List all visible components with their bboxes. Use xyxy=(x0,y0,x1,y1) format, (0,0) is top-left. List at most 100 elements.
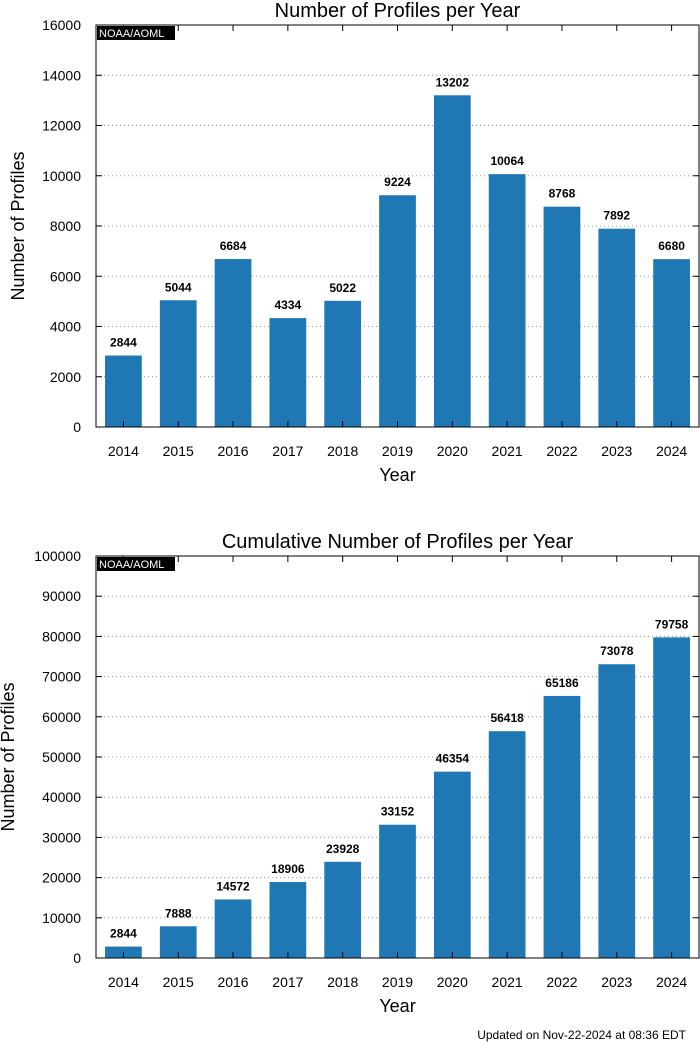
data-label-2021: 10064 xyxy=(490,154,524,168)
plot-frame xyxy=(95,555,700,959)
x-tick-label: 2023 xyxy=(601,443,632,459)
y-tick-label: 12000 xyxy=(42,118,81,134)
bar-2024 xyxy=(653,259,690,427)
data-label-2018: 23928 xyxy=(326,842,360,856)
x-axis-label: Year xyxy=(379,465,415,485)
x-tick-label: 2017 xyxy=(272,443,303,459)
chart-title: Number of Profiles per Year xyxy=(275,0,521,22)
bar-2017 xyxy=(269,318,307,427)
watermark-badge xyxy=(97,26,175,40)
data-label-2019: 9224 xyxy=(384,175,411,189)
data-label-2019: 33152 xyxy=(381,805,415,819)
bar-2019 xyxy=(379,824,416,958)
data-label-2015: 5044 xyxy=(165,280,192,294)
x-tick-label: 2022 xyxy=(546,974,577,990)
x-tick-label: 2019 xyxy=(382,974,413,990)
x-tick-label: 2015 xyxy=(163,443,194,459)
y-tick-label: 16000 xyxy=(42,17,81,33)
y-axis-label: Number of Profiles xyxy=(8,151,28,300)
data-label-2021: 56418 xyxy=(490,711,524,725)
x-tick-label: 2017 xyxy=(272,974,303,990)
data-label-2023: 7892 xyxy=(603,209,630,223)
x-axis-label: Year xyxy=(379,996,415,1016)
bar-2023 xyxy=(598,228,636,427)
x-tick-label: 2014 xyxy=(108,974,139,990)
updated-timestamp: Updated on Nov-22-2024 at 08:36 EDT xyxy=(477,1028,686,1042)
x-tick-label: 2016 xyxy=(217,443,248,459)
chart-title: Cumulative Number of Profiles per Year xyxy=(222,531,574,553)
data-label-2014: 2844 xyxy=(110,927,137,941)
profiles-per-year-chart: 0 2000 4000 6000 8000 10000 12000 14000 16000 284… xyxy=(8,0,700,485)
y-tick-label: 90000 xyxy=(42,588,81,604)
y-tick-label: 40000 xyxy=(42,789,81,805)
bar-2020 xyxy=(433,771,471,958)
data-label-2016: 6684 xyxy=(220,239,247,253)
x-tick-label: 2024 xyxy=(656,443,687,459)
x-tick-label: 2016 xyxy=(217,974,248,990)
y-tick-label: 10000 xyxy=(42,168,81,184)
y-tick-label: 60000 xyxy=(42,709,81,725)
x-tick-label: 2024 xyxy=(656,974,687,990)
x-tick-label: 2020 xyxy=(437,974,468,990)
x-tick-label: 2020 xyxy=(437,443,468,459)
plot-frame xyxy=(95,24,700,428)
bar-2016 xyxy=(214,899,252,958)
bar-2015 xyxy=(159,300,197,427)
x-tick-label: 2021 xyxy=(492,974,523,990)
watermark-label: NOAA/AOML xyxy=(99,559,164,571)
bar-2022 xyxy=(543,695,581,958)
bar-2018 xyxy=(324,861,362,958)
x-tick-label: 2018 xyxy=(327,974,358,990)
x-tick-label: 2014 xyxy=(108,443,139,459)
y-tick-label: 50000 xyxy=(42,749,81,765)
data-label-2016: 14572 xyxy=(216,879,250,893)
y-tick-label: 0 xyxy=(73,950,81,966)
y-tick-label: 100000 xyxy=(34,548,81,564)
x-tick-label: 2021 xyxy=(492,443,523,459)
y-tick-label: 6000 xyxy=(50,268,81,284)
watermark-label: NOAA/AOML xyxy=(99,28,164,40)
data-label-2024: 6680 xyxy=(658,239,685,253)
x-tick-label: 2022 xyxy=(546,443,577,459)
y-tick-label: 0 xyxy=(73,419,81,435)
bar-2018 xyxy=(324,300,362,427)
y-tick-label: 2000 xyxy=(50,369,81,385)
bar-2016 xyxy=(214,259,252,427)
y-tick-label: 10000 xyxy=(42,910,81,926)
y-tick-label: 4000 xyxy=(50,319,81,335)
data-label-2014: 2844 xyxy=(110,336,137,350)
data-label-2017: 18906 xyxy=(271,862,305,876)
bar-2017 xyxy=(269,881,307,958)
cumulative-profiles-chart: 0 10000 20000 30000 40000 50000 60000 70000 8000… xyxy=(0,531,700,1016)
data-label-2023: 73078 xyxy=(600,644,634,658)
data-label-2017: 4334 xyxy=(275,298,302,312)
data-label-2022: 65186 xyxy=(545,676,579,690)
x-tick-label: 2019 xyxy=(382,443,413,459)
y-tick-label: 8000 xyxy=(50,218,81,234)
y-tick-label: 14000 xyxy=(42,67,81,83)
y-tick-label: 80000 xyxy=(42,628,81,644)
bar-2020 xyxy=(433,95,471,428)
watermark-badge xyxy=(97,557,175,571)
data-label-2015: 7888 xyxy=(165,906,192,920)
y-tick-label: 20000 xyxy=(42,870,81,886)
data-label-2024: 79758 xyxy=(655,617,689,631)
bar-2019 xyxy=(379,195,416,427)
x-tick-label: 2015 xyxy=(163,974,194,990)
bar-2021 xyxy=(488,731,526,958)
x-tick-label: 2018 xyxy=(327,443,358,459)
data-label-2020: 13202 xyxy=(436,75,470,89)
bar-2021 xyxy=(488,174,526,427)
data-label-2018: 5022 xyxy=(329,281,356,295)
y-axis-label: Number of Profiles xyxy=(0,682,18,831)
y-tick-label: 30000 xyxy=(42,829,81,845)
data-label-2022: 8768 xyxy=(549,187,576,201)
bar-2023 xyxy=(598,664,636,958)
y-tick-label: 70000 xyxy=(42,669,81,685)
x-tick-label: 2023 xyxy=(601,974,632,990)
bar-2024 xyxy=(653,637,690,958)
bar-2022 xyxy=(543,206,581,427)
data-label-2020: 46354 xyxy=(436,752,470,766)
bar-2014 xyxy=(105,355,142,427)
